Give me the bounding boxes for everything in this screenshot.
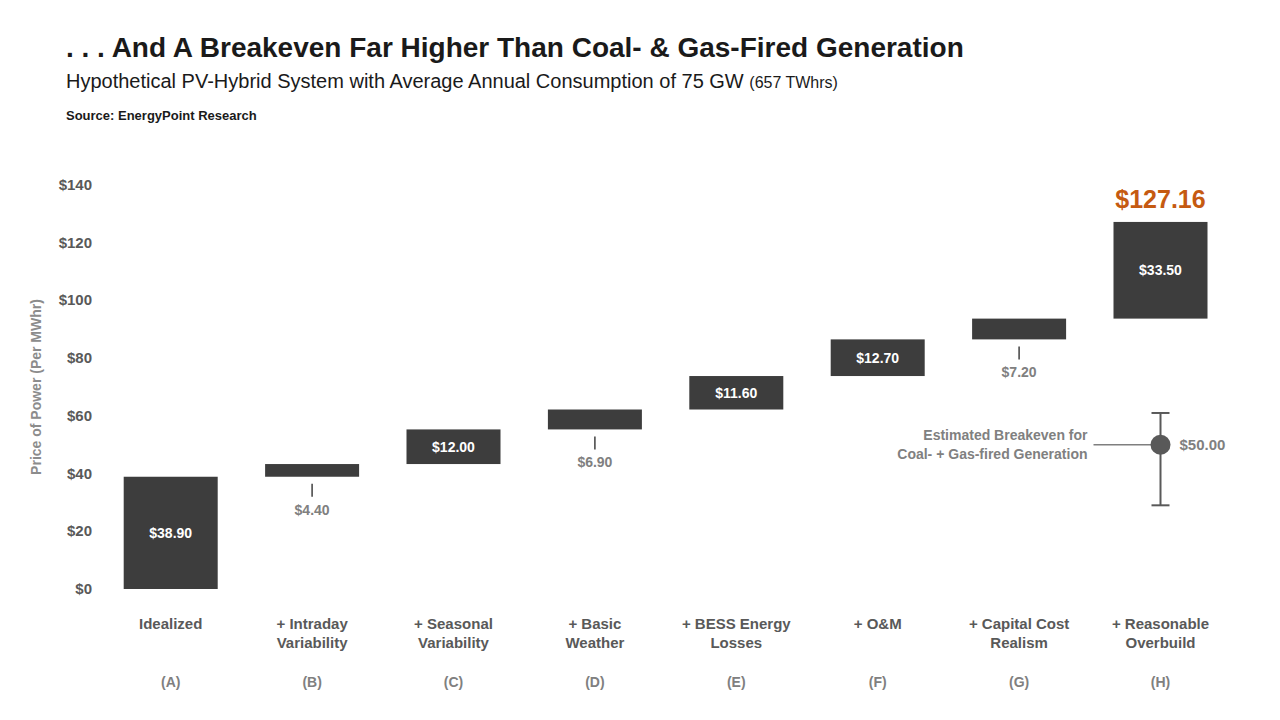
bar: [1114, 222, 1208, 319]
category-line: + Reasonable: [1112, 615, 1209, 632]
chart: . . . And A Breakeven Far Higher Than Co…: [0, 0, 1280, 720]
reference-cap-high: [1152, 412, 1170, 414]
category-line: Weather: [565, 634, 624, 651]
category-sublabel: (D): [585, 674, 604, 690]
bars: [124, 222, 1208, 589]
category-label: Idealized: [139, 615, 202, 632]
y-tick-label: $120: [59, 234, 92, 251]
category-line: + Basic: [568, 615, 621, 632]
category-line: + Intraday: [276, 615, 348, 632]
bar: [548, 410, 642, 430]
category-label: + Seasonal Variability: [414, 615, 493, 651]
title: . . . And A Breakeven Far Higher Than Co…: [66, 32, 964, 63]
category-line: + Seasonal: [414, 615, 493, 632]
y-tick-label: $40: [67, 465, 92, 482]
subtitle-main: Hypothetical PV-Hybrid System with Avera…: [66, 70, 749, 92]
label-leader: [1018, 346, 1020, 359]
bar: [689, 376, 783, 409]
category-line: Realism: [990, 634, 1048, 651]
total-label: $127.16: [1115, 185, 1205, 213]
category-sublabel: (H): [1151, 674, 1170, 690]
data-label: $7.20: [1002, 364, 1037, 380]
reference-value-label: $50.00: [1180, 436, 1226, 453]
y-tick-label: $20: [67, 522, 92, 539]
category-sublabel: (F): [869, 674, 887, 690]
y-tick-label: $60: [67, 407, 92, 424]
source: Source: EnergyPoint Research: [66, 108, 257, 123]
category-line: Idealized: [139, 615, 202, 632]
y-tick-label: $80: [67, 349, 92, 366]
data-label: $12.70: [856, 350, 899, 366]
category-line: + O&M: [854, 615, 902, 632]
data-label: $38.90: [149, 525, 192, 541]
data-label: $12.00: [432, 439, 475, 455]
y-tick-label: $0: [75, 580, 92, 597]
bar: [265, 464, 359, 477]
y-axis-label: Price of Power (Per MWhr): [28, 299, 44, 475]
category-label: + Basic Weather: [565, 615, 624, 651]
category-line: Overbuild: [1125, 634, 1195, 651]
category-sublabel: (C): [444, 674, 463, 690]
category-line: Losses: [710, 634, 762, 651]
category-sublabel: (G): [1009, 674, 1029, 690]
bar: [124, 477, 218, 589]
category-sublabel: (E): [727, 674, 746, 690]
category-label: + Intraday Variability: [276, 615, 348, 651]
category-label: + O&M: [854, 615, 902, 632]
reference: $50.00 Estimated Breakeven for Coal- + Gas…: [897, 413, 1225, 505]
category-label: + Reasonable Overbuild: [1112, 615, 1209, 651]
category-line: + BESS Energy: [682, 615, 791, 632]
bar: [831, 339, 925, 376]
category-sublabel: (B): [302, 674, 321, 690]
reference-cap-low: [1152, 504, 1170, 506]
reference-label: Coal- + Gas-fired Generation: [897, 446, 1087, 462]
data-label: $11.60: [715, 385, 757, 401]
category-label: + Capital Cost Realism: [969, 615, 1069, 651]
category-line: Variability: [277, 634, 349, 651]
data-label: $6.90: [577, 454, 612, 470]
y-tick-label: $100: [59, 291, 92, 308]
bar: [972, 319, 1066, 340]
bar: [407, 429, 501, 464]
category-line: Variability: [418, 634, 490, 651]
data-label: $33.50: [1139, 262, 1182, 278]
y-tick-label: $140: [59, 176, 92, 193]
category-sublabel: (A): [161, 674, 180, 690]
reference-label: Estimated Breakeven for: [923, 427, 1088, 443]
reference-leader: [1094, 444, 1161, 446]
labels: $38.90 $4.40 $12.00 $6.90 $11.60 $12.70 $7.20 $…: [149, 185, 1205, 541]
category-label: + BESS Energy Losses: [682, 615, 791, 651]
subtitle: Hypothetical PV-Hybrid System with Avera…: [66, 70, 838, 92]
reference-whisker: [1160, 413, 1162, 505]
subtitle-note: (657 TWhrs): [749, 74, 838, 91]
data-label: $4.40: [295, 502, 330, 518]
page: {"chart_data": {"type": "waterfall", "ti…: [0, 0, 1280, 720]
category-line: + Capital Cost: [969, 615, 1069, 632]
label-leader: [311, 484, 313, 497]
label-leader: [594, 436, 596, 449]
reference-point: [1151, 435, 1171, 455]
